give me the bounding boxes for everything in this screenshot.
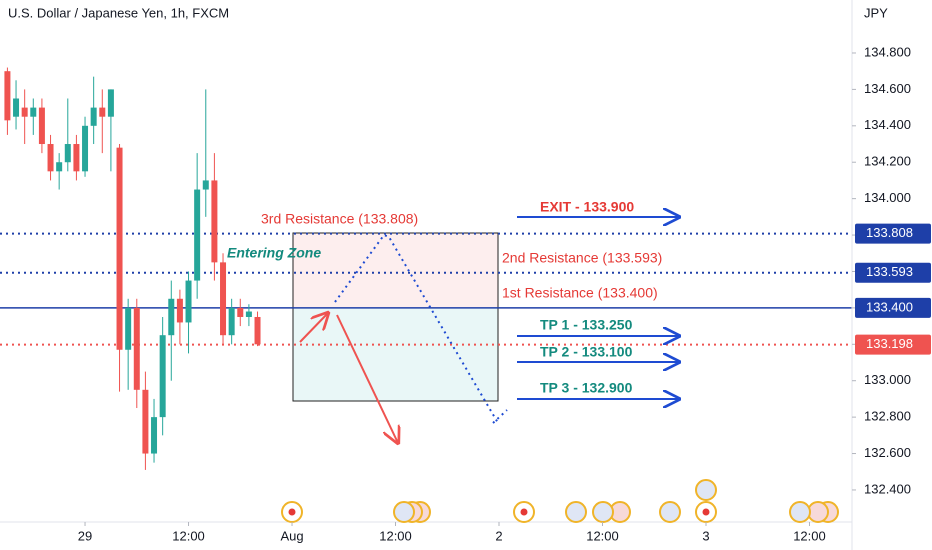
- annotation: TP 3 - 132.900: [540, 380, 633, 396]
- annotation: EXIT - 133.900: [540, 199, 634, 215]
- candle-body: [90, 107, 97, 126]
- y-tick-label: 133.000: [864, 372, 911, 387]
- candle-body: [168, 298, 175, 336]
- candle-body: [116, 147, 123, 350]
- y-tick-label: 134.200: [864, 154, 911, 169]
- annotation: 3rd Resistance (133.808): [261, 211, 418, 227]
- candle-body: [4, 71, 11, 121]
- price-tag: [855, 223, 931, 244]
- price-tag: [855, 334, 931, 355]
- event-icons: [281, 479, 839, 523]
- x-tick-label: Aug: [280, 528, 303, 543]
- path-projection: [334, 233, 499, 424]
- y-tick-label: 132.600: [864, 445, 911, 460]
- chart-title: U.S. Dollar / Japanese Yen, 1h, FXCM: [8, 5, 229, 20]
- candle-body: [211, 180, 218, 263]
- resistance-zone: [292, 232, 499, 309]
- target-zone: [292, 307, 499, 402]
- candle-body: [133, 307, 140, 390]
- price-tag-label: 133.593: [866, 264, 913, 279]
- candle-body: [194, 189, 201, 281]
- candle-body: [237, 307, 244, 317]
- axis-unit: JPY: [864, 5, 888, 20]
- candle-body: [245, 311, 252, 317]
- y-tick-label: 134.600: [864, 81, 911, 96]
- candle-body: [73, 144, 80, 172]
- candle-body: [159, 335, 166, 418]
- x-tick-label: 12:00: [172, 528, 205, 543]
- y-tick-label: 134.400: [864, 117, 911, 132]
- candle-body: [151, 417, 158, 454]
- candle-body: [176, 298, 183, 323]
- annotation: 1st Resistance (133.400): [502, 285, 658, 301]
- x-tick-label: 12:00: [586, 528, 619, 543]
- candle-body: [13, 98, 20, 117]
- candle-body: [254, 316, 261, 345]
- x-tick-label: 12:00: [793, 528, 826, 543]
- candle-body: [220, 262, 227, 336]
- candle-body: [82, 125, 89, 172]
- y-tick-label: 134.800: [864, 44, 911, 59]
- x-tick-label: 3: [702, 528, 709, 543]
- candle-body: [21, 107, 28, 117]
- annotation: TP 1 - 133.250: [540, 317, 633, 333]
- price-tag: [855, 297, 931, 318]
- entry-arrow: [299, 313, 328, 343]
- y-tick-label: 132.800: [864, 409, 911, 424]
- candle-body: [107, 89, 114, 117]
- candle-body: [125, 307, 132, 350]
- candle-body: [56, 162, 63, 172]
- x-tick-label: 29: [78, 528, 92, 543]
- candle-body: [99, 107, 106, 117]
- x-tick-label: 12:00: [379, 528, 412, 543]
- candle-body: [185, 280, 192, 323]
- y-tick-label: 132.400: [864, 481, 911, 496]
- drop-arrow: [336, 314, 398, 443]
- x-tick-label: 2: [495, 528, 502, 543]
- price-tag: [855, 262, 931, 283]
- candle-body: [38, 107, 45, 145]
- price-tag-label: 133.198: [866, 336, 913, 351]
- candle-body: [47, 144, 54, 172]
- candle-body: [142, 389, 149, 454]
- annotation: TP 2 - 133.100: [540, 344, 633, 360]
- annotation: Entering Zone: [227, 245, 321, 261]
- candle-body: [30, 107, 37, 117]
- y-tick-label: 134.000: [864, 190, 911, 205]
- candle-body: [228, 307, 235, 336]
- annotation: 2nd Resistance (133.593): [502, 250, 662, 266]
- path-projection: [492, 409, 508, 424]
- candle-body: [64, 144, 71, 163]
- candle-body: [202, 180, 209, 190]
- price-tag-label: 133.400: [866, 299, 913, 314]
- price-tag-label: 133.808: [866, 225, 913, 240]
